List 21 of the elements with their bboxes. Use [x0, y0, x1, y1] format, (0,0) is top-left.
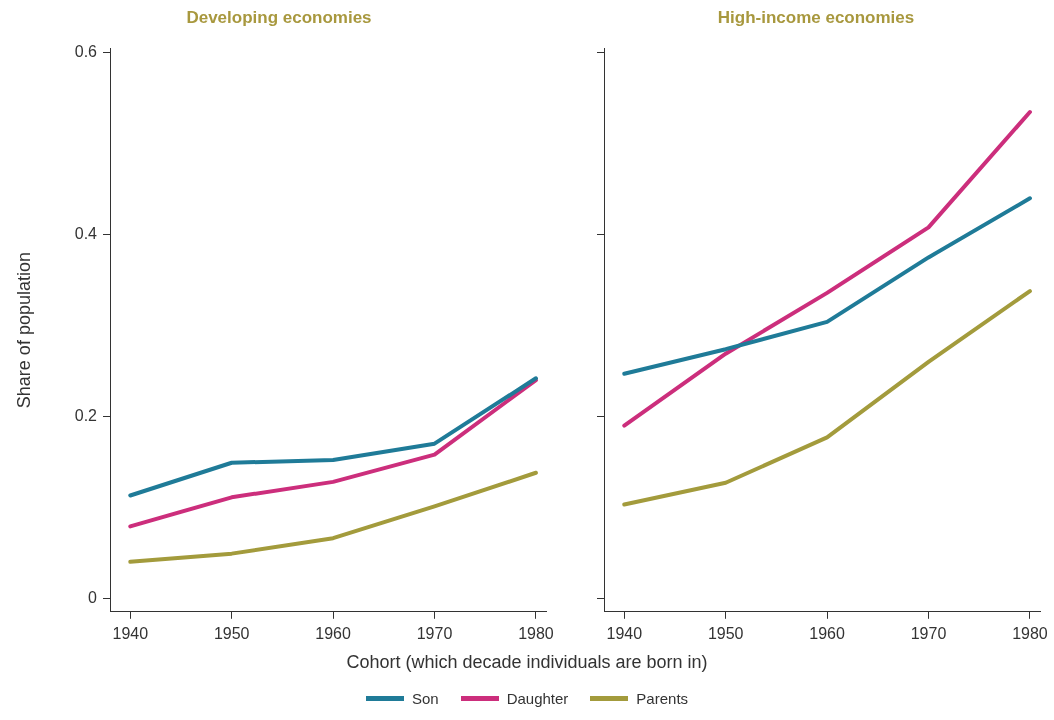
- x-tick-label: 1960: [315, 624, 351, 642]
- y-tick-label: 0: [88, 588, 98, 606]
- y-axis-title: Share of population: [13, 252, 34, 409]
- x-tick-label: 1950: [707, 624, 744, 642]
- x-tick-label: 1940: [606, 624, 643, 642]
- y-tick-label: 0.4: [74, 225, 98, 243]
- x-tick-label: 1970: [910, 624, 947, 642]
- y-tick-label: 0.2: [74, 406, 98, 424]
- y-tick-label: 0.6: [74, 43, 98, 61]
- x-tick-label: 1940: [112, 624, 149, 642]
- chart-title: High-income economies: [717, 7, 915, 27]
- x-tick-label: 1950: [213, 624, 250, 642]
- chart-title: Developing economies: [186, 7, 372, 27]
- x-tick-label: 1960: [809, 624, 845, 642]
- legend-label: Son: [411, 690, 439, 707]
- x-axis-title: Cohort (which decade individuals are born in): [345, 652, 709, 673]
- legend-label: Parents: [636, 690, 689, 707]
- x-tick-label: 1980: [518, 624, 554, 642]
- legend-label: Daughter: [506, 690, 569, 707]
- x-tick-label: 1970: [416, 624, 453, 642]
- x-tick-label: 1980: [1012, 624, 1048, 642]
